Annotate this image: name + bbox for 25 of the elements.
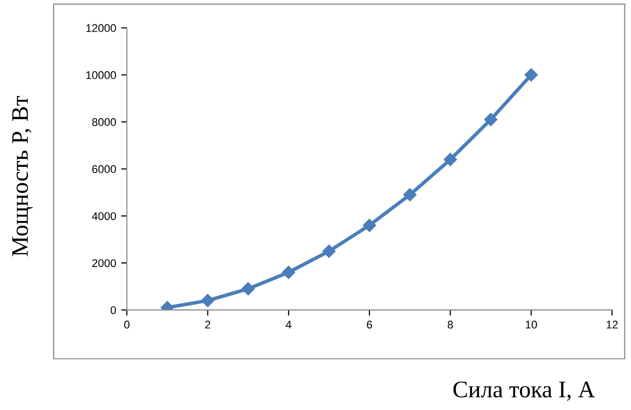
point [524, 68, 538, 82]
x-tick-label: 6 [366, 320, 372, 329]
point [403, 188, 416, 202]
y-tick-label: 6000 [92, 165, 116, 174]
x-tick-label: 4 [286, 320, 292, 328]
point [444, 152, 457, 166]
x-tick-label: 2 [205, 320, 210, 328]
y-tick-label: 12000 [86, 24, 116, 32]
x-axis-title: Сила тока I, А [453, 382, 595, 401]
point [242, 282, 255, 296]
y-tick-label: 10000 [86, 71, 116, 80]
y-axis-title: Мощность P, Вт [12, 96, 33, 256]
point [362, 218, 376, 232]
point [282, 266, 296, 279]
x-tick-label: 10 [526, 320, 537, 329]
y-tick-label: 8000 [92, 118, 116, 126]
point [484, 112, 498, 126]
x-tick-label: 0 [124, 320, 130, 329]
y-tick-label: 2000 [92, 259, 116, 268]
y-tick-label: 4000 [92, 212, 116, 220]
y-tick-label: 0 [110, 306, 116, 314]
x-tick-label: 8 [448, 320, 453, 329]
point [322, 244, 336, 258]
x-tick-label: 12 [606, 320, 618, 328]
point [201, 294, 214, 308]
